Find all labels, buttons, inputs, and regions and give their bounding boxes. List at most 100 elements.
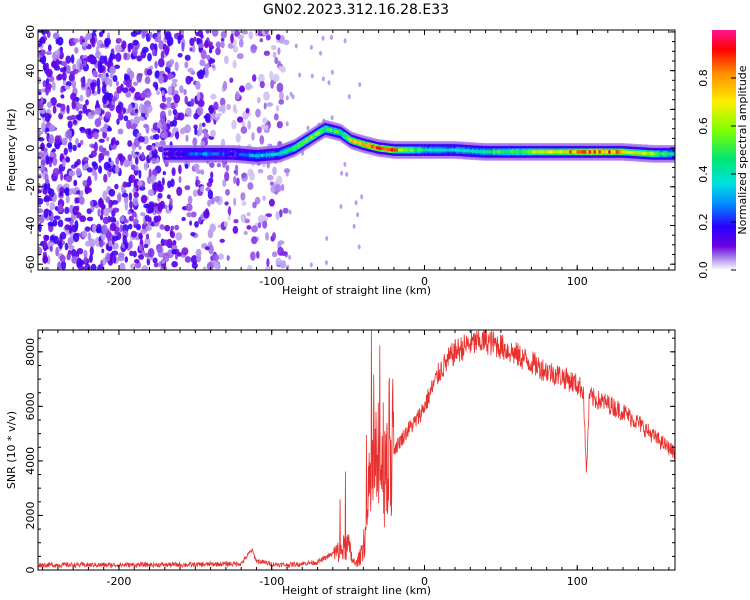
noise-speckle xyxy=(239,85,245,93)
noise-speckle xyxy=(79,94,84,102)
y-tick-label: 0 xyxy=(24,145,37,152)
noise-speckle xyxy=(276,82,284,93)
ridge-peak xyxy=(410,148,414,152)
noise-speckle xyxy=(159,224,165,230)
noise-speckle xyxy=(189,76,194,82)
ridge-peak xyxy=(307,137,311,141)
ridge-peak xyxy=(666,152,670,156)
noise-speckle xyxy=(208,58,216,64)
noise-speckle xyxy=(71,99,76,110)
noise-speckle xyxy=(324,260,328,266)
noise-speckle xyxy=(167,85,173,96)
noise-speckle xyxy=(193,36,197,42)
noise-speckle xyxy=(343,161,347,167)
noise-speckle xyxy=(330,69,334,75)
ridge-peak xyxy=(664,152,668,156)
noise-speckle xyxy=(232,225,239,234)
noise-speckle xyxy=(173,90,179,96)
noise-speckle xyxy=(72,205,79,216)
noise-speckle xyxy=(146,91,152,97)
noise-speckle xyxy=(87,176,92,181)
ridge-peak xyxy=(265,153,269,157)
noise-speckle xyxy=(75,138,79,146)
noise-speckle xyxy=(123,197,129,203)
noise-speckle xyxy=(154,70,160,79)
noise-speckle xyxy=(148,168,152,179)
ridge-peak xyxy=(346,136,350,140)
ridge-peak xyxy=(380,146,384,151)
noise-speckle xyxy=(117,128,124,135)
noise-speckle xyxy=(345,171,349,177)
noise-speckle xyxy=(68,170,76,177)
ridge-peak xyxy=(317,131,321,135)
noise-speckle xyxy=(235,91,240,100)
noise-speckle xyxy=(214,195,221,203)
noise-speckle xyxy=(206,181,213,188)
noise-speckle xyxy=(102,216,110,225)
noise-speckle xyxy=(203,67,209,78)
noise-speckle xyxy=(173,94,181,104)
ridge-peak xyxy=(608,150,612,154)
y-tick-label: 4000 xyxy=(24,447,37,475)
noise-speckle xyxy=(310,73,314,79)
ridge-peak xyxy=(446,148,450,152)
noise-speckle xyxy=(204,39,209,49)
noise-speckle xyxy=(170,231,176,239)
noise-speckle xyxy=(68,189,73,196)
noise-speckle xyxy=(46,101,53,109)
noise-speckle xyxy=(74,47,79,54)
x-tick-label: -200 xyxy=(106,575,131,588)
ridge-peak xyxy=(363,142,367,147)
noise-speckle xyxy=(177,53,183,58)
noise-speckle xyxy=(115,140,120,146)
noise-speckle xyxy=(264,30,269,35)
noise-speckle xyxy=(194,221,199,228)
ridge-peak xyxy=(385,147,389,151)
noise-speckle xyxy=(51,148,56,153)
ridge-peak xyxy=(610,150,614,154)
noise-speckle xyxy=(330,115,334,121)
noise-speckle xyxy=(66,64,71,74)
ridge-peak xyxy=(419,148,423,152)
ridge-peak xyxy=(598,150,602,154)
noise-speckle xyxy=(227,215,231,221)
noise-speckle xyxy=(352,223,356,229)
ridge-peak xyxy=(368,144,372,148)
ridge-peak xyxy=(625,150,629,154)
ridge-peak xyxy=(358,141,362,145)
noise-speckle xyxy=(90,150,97,158)
noise-speckle xyxy=(277,47,281,55)
noise-speckle xyxy=(169,121,175,127)
noise-speckle xyxy=(100,207,105,216)
noise-speckle xyxy=(145,233,150,240)
noise-speckle xyxy=(256,97,261,104)
noise-speckle xyxy=(70,92,77,101)
ridge-peak xyxy=(458,148,463,153)
noise-speckle xyxy=(204,246,210,251)
x-tick-label: -200 xyxy=(106,275,131,288)
ridge-peak xyxy=(561,150,565,154)
noise-speckle xyxy=(97,208,101,217)
noise-speckle xyxy=(196,91,201,102)
ridge-peak xyxy=(366,143,370,148)
noise-speckle xyxy=(160,238,165,247)
ridge-peak xyxy=(221,152,225,156)
noise-speckle xyxy=(122,87,129,94)
ridge-peak xyxy=(505,150,509,154)
noise-speckle xyxy=(40,96,44,104)
noise-speckle xyxy=(153,133,160,140)
noise-speckle xyxy=(241,120,246,128)
noise-speckle xyxy=(73,119,77,125)
noise-speckle xyxy=(95,100,99,107)
noise-speckle xyxy=(230,33,234,44)
noise-speckle xyxy=(128,176,132,185)
noise-speckle xyxy=(80,77,84,84)
noise-speckle xyxy=(179,85,184,94)
noise-speckle xyxy=(187,67,194,73)
noise-speckle xyxy=(171,78,178,83)
noise-speckle xyxy=(106,245,113,252)
noise-speckle xyxy=(100,203,106,210)
noise-speckle xyxy=(141,30,146,39)
noise-speckle xyxy=(257,222,262,229)
noise-speckle xyxy=(146,144,153,151)
